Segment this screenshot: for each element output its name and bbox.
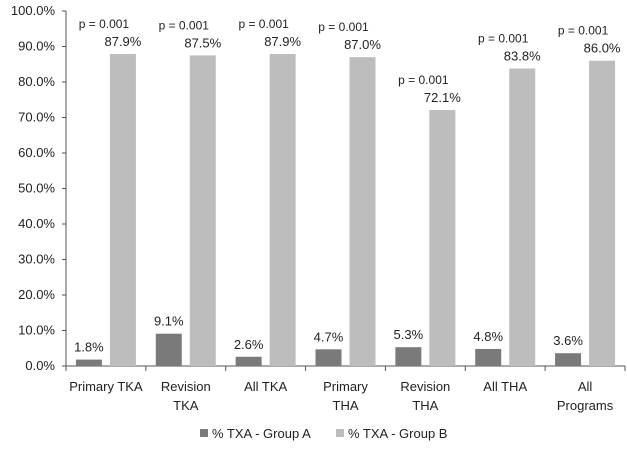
y-tick-label: 0.0% — [25, 358, 55, 373]
y-tick-label: 90.0% — [18, 39, 55, 54]
y-tick-label: 10.0% — [18, 323, 55, 338]
y-tick-label: 40.0% — [18, 216, 55, 231]
bar-group-b — [109, 53, 136, 367]
bar-group-a — [555, 353, 582, 366]
data-label-group-a: 5.3% — [394, 327, 424, 342]
x-category-label: All TKA — [244, 379, 287, 394]
y-tick-label: 70.0% — [18, 110, 55, 125]
data-label-group-a: 9.1% — [154, 314, 184, 329]
data-label-group-a: 2.6% — [234, 337, 264, 352]
data-label-group-b: 87.5% — [184, 35, 221, 50]
data-label-group-b: 86.0% — [584, 41, 621, 56]
x-category-label: Revision — [161, 379, 211, 394]
legend-label: % TXA - Group B — [348, 426, 447, 441]
chart-labels: 1.8% 87.9% p = 0.001 Primary TKA 9.1% 87.5% p … — [69, 17, 621, 413]
bar-group-b — [269, 53, 296, 367]
y-tick-label: 20.0% — [18, 287, 55, 302]
y-tick-label: 50.0% — [18, 181, 55, 196]
bar-group-b — [429, 110, 456, 366]
y-tick-label: 80.0% — [18, 74, 55, 89]
x-category-label: Revision — [400, 379, 450, 394]
bar-group-b — [509, 68, 536, 366]
data-label-group-b: 87.9% — [104, 34, 141, 49]
bar-group-a — [155, 333, 182, 366]
chart-axes: 0.0% 10.0% 20.0% 30.0% 40.0% 50.0% 60.0% 70.0% 8… — [11, 3, 626, 373]
x-category-label: THA — [412, 398, 438, 413]
x-category-label: Primary TKA — [69, 379, 143, 394]
p-value-annotation: p = 0.001 — [478, 32, 529, 46]
bar-group-a — [75, 359, 102, 366]
y-tick-label: 100.0% — [11, 3, 56, 18]
data-label-group-a: 1.8% — [74, 340, 104, 355]
chart-bars — [75, 53, 616, 367]
x-category-label: Primary — [323, 379, 368, 394]
chart-legend: % TXA - Group A % TXA - Group B — [200, 426, 447, 441]
p-value-annotation: p = 0.001 — [318, 20, 369, 34]
p-value-annotation: p = 0.001 — [159, 18, 210, 32]
p-value-annotation: p = 0.001 — [398, 73, 449, 87]
data-label-group-a: 3.6% — [553, 333, 583, 348]
x-category-label: All THA — [483, 379, 527, 394]
legend-swatch — [200, 429, 208, 437]
data-label-group-b: 72.1% — [424, 90, 461, 105]
p-value-annotation: p = 0.001 — [558, 24, 609, 38]
legend-label: % TXA - Group A — [212, 426, 311, 441]
bar-group-a — [315, 349, 342, 366]
data-label-group-b: 83.8% — [504, 49, 541, 64]
bar-group-b — [349, 57, 376, 367]
data-label-group-b: 87.9% — [264, 34, 301, 49]
bar-group-a — [475, 348, 502, 366]
x-category-label: Programs — [557, 398, 614, 413]
data-label-group-a: 4.7% — [314, 329, 344, 344]
x-category-label: THA — [333, 398, 359, 413]
x-category-label: All — [578, 379, 593, 394]
bar-group-b — [189, 55, 216, 366]
bar-group-a — [235, 356, 262, 366]
bar-group-b — [589, 60, 616, 366]
bar-group-a — [395, 347, 422, 366]
y-tick-label: 30.0% — [18, 252, 55, 267]
x-category-label: TKA — [173, 398, 199, 413]
legend-swatch — [336, 429, 344, 437]
data-label-group-a: 4.8% — [473, 329, 503, 344]
y-tick-label: 60.0% — [18, 145, 55, 160]
p-value-annotation: p = 0.001 — [79, 17, 130, 31]
p-value-annotation: p = 0.001 — [238, 17, 289, 31]
data-label-group-b: 87.0% — [344, 37, 381, 52]
